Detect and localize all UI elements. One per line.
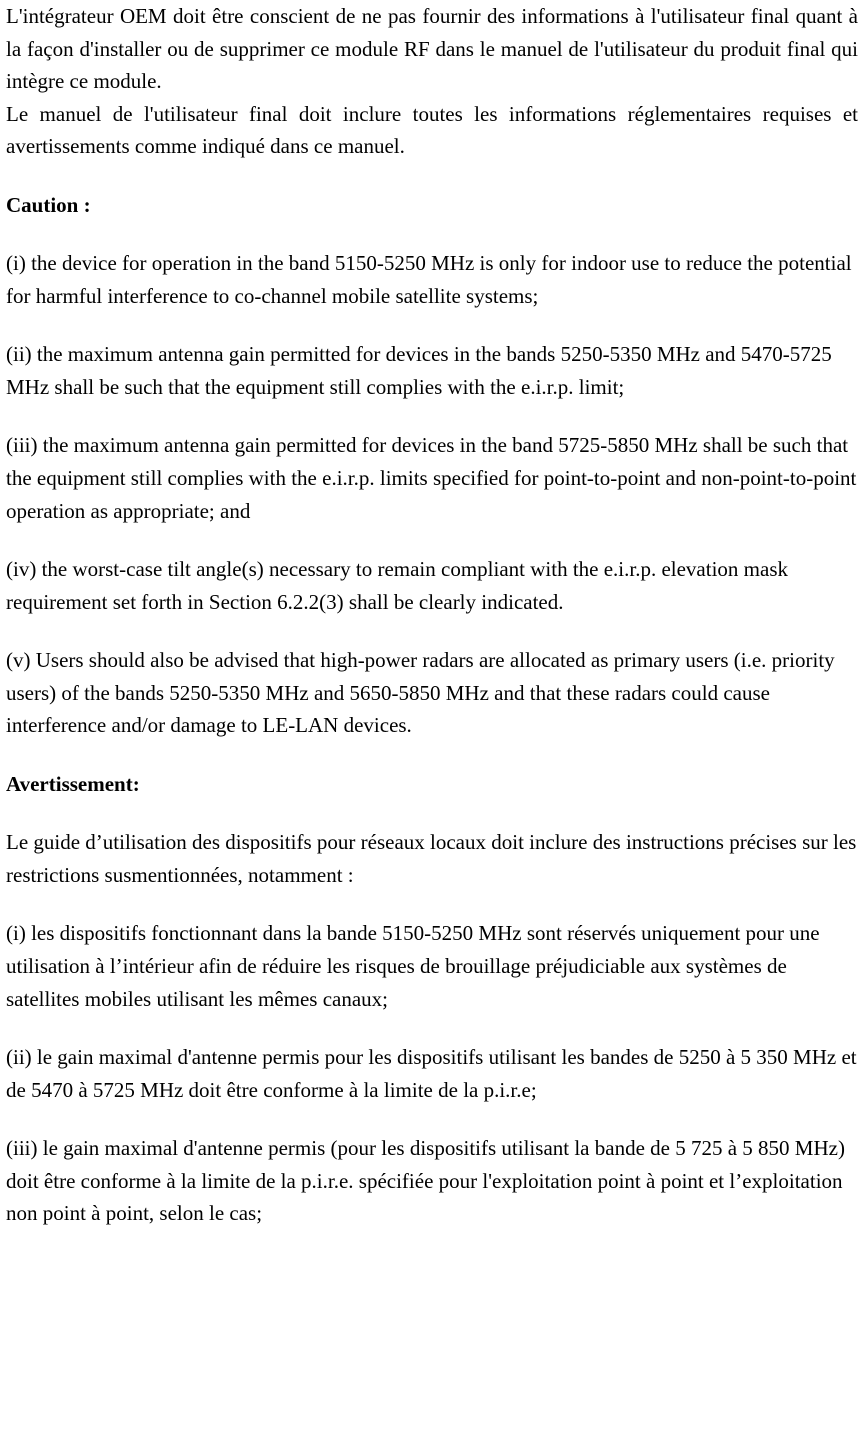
avert-item: (i) les dispositifs fonctionnant dans la…: [6, 917, 858, 1015]
caution-item: (ii) the maximum antenna gain permitted …: [6, 338, 858, 403]
avert-item: (iii) le gain maximal d'antenne permis (…: [6, 1132, 858, 1230]
caution-item: (v) Users should also be advised that hi…: [6, 644, 858, 742]
caution-item: (iv) the worst-case tilt angle(s) necess…: [6, 553, 858, 618]
intro-paragraph-2: Le manuel de l'utilisateur final doit in…: [6, 98, 858, 163]
caution-heading: Caution :: [6, 189, 858, 222]
avert-heading: Avertissement:: [6, 768, 858, 801]
caution-item: (iii) the maximum antenna gain permitted…: [6, 429, 858, 527]
avert-intro: Le guide d’utilisation des dispositifs p…: [6, 826, 858, 891]
intro-paragraph-1: L'intégrateur OEM doit être conscient de…: [6, 0, 858, 98]
caution-item: (i) the device for operation in the band…: [6, 247, 858, 312]
avert-item: (ii) le gain maximal d'antenne permis po…: [6, 1041, 858, 1106]
